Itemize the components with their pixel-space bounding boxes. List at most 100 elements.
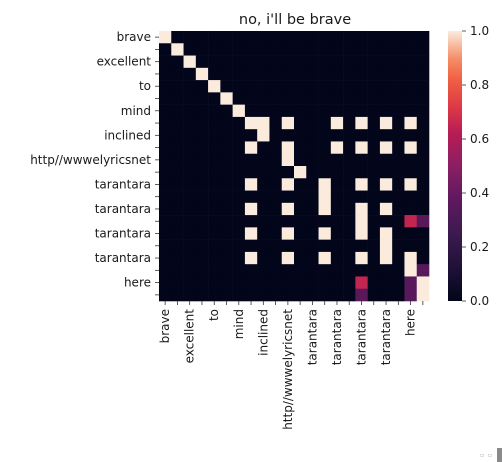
heatmap-cell (355, 190, 368, 204)
heatmap-cell (208, 215, 221, 228)
heatmap-cell (318, 129, 332, 142)
colorbar-tick-label: 1.0 (470, 24, 489, 38)
heatmap-cell (195, 31, 209, 44)
heatmap-cell (208, 190, 221, 204)
heatmap-cell (244, 227, 258, 240)
heatmap-cell (269, 67, 283, 81)
heatmap-cell (392, 264, 405, 277)
y-tick-label: http//wwwelyricsnet (30, 153, 151, 167)
heatmap-cell (281, 80, 295, 93)
y-tick-label: excellent (97, 55, 152, 69)
heatmap-cell (392, 141, 405, 155)
heatmap-cell (269, 276, 283, 290)
heatmap-cell (416, 92, 430, 105)
heatmap-cell (195, 141, 209, 155)
heatmap-cell (379, 43, 393, 56)
heatmap-cell (404, 80, 418, 93)
heatmap-cell (183, 202, 197, 216)
heatmap-cell (318, 80, 332, 93)
heatmap-cell (379, 67, 393, 81)
heatmap-cell (171, 276, 184, 290)
heatmap-cell (195, 92, 209, 105)
heatmap-cell (343, 190, 356, 204)
heatmap-cell (183, 251, 197, 265)
x-tick-label: tarantara (379, 309, 393, 365)
heatmap-cell (416, 215, 430, 228)
heatmap-cell (281, 166, 295, 179)
heatmap-cell (171, 116, 184, 130)
heatmap-cell (257, 239, 270, 253)
heatmap-cell (220, 116, 233, 130)
heatmap-cell (379, 276, 393, 290)
heatmap-cell (416, 43, 430, 56)
heatmap-cell (416, 202, 430, 216)
heatmap-cell (244, 116, 258, 130)
heatmap-cell (416, 141, 430, 155)
heatmap-cell (159, 153, 172, 167)
heatmap-cell (195, 129, 209, 142)
heatmap-cell (244, 251, 258, 265)
y-tick-label: brave (117, 30, 151, 44)
heatmap-cell (306, 251, 319, 265)
heatmap-cell (232, 178, 246, 191)
heatmap-cell (257, 166, 270, 179)
heatmap-cell (404, 55, 418, 69)
heatmap-cell (281, 276, 295, 290)
heatmap-cell (183, 239, 197, 253)
heatmap-cell (220, 264, 233, 277)
heatmap-cell (294, 80, 307, 93)
heatmap-cell (294, 202, 307, 216)
heatmap-cell (343, 55, 356, 69)
heatmap-cell (183, 178, 197, 191)
heatmap-cell (220, 92, 233, 105)
heatmap-cell (367, 264, 381, 277)
heatmap-cell (220, 129, 233, 142)
heatmap-cell (343, 80, 356, 93)
heatmap-cell (159, 129, 172, 142)
heatmap-cell (392, 202, 405, 216)
heatmap-cell (220, 227, 233, 240)
heatmap-cell (208, 80, 221, 93)
heatmap-cell (318, 178, 332, 191)
heatmap-cell (159, 31, 172, 44)
resize-handle[interactable] (497, 448, 502, 462)
heatmap-cell (220, 80, 233, 93)
heatmap-cell (404, 67, 418, 81)
heatmap-cell (244, 264, 258, 277)
heatmap-cell (318, 31, 332, 44)
heatmap-cell (416, 80, 430, 93)
heatmap-cell (404, 202, 418, 216)
heatmap-cell (171, 31, 184, 44)
heatmap-cell (281, 178, 295, 191)
heatmap-cell (367, 104, 381, 118)
heatmap-cell (330, 166, 344, 179)
heatmap-cell (294, 116, 307, 130)
heatmap-cell (416, 153, 430, 167)
heatmap-cell (159, 190, 172, 204)
heatmap-cell (183, 227, 197, 240)
heatmap-cell (379, 80, 393, 93)
heatmap-cell (208, 202, 221, 216)
heatmap-cell (379, 55, 393, 69)
heatmap-cell (232, 276, 246, 290)
heatmap-cell (306, 166, 319, 179)
heatmap-cell (306, 92, 319, 105)
heatmap-cell (343, 153, 356, 167)
heatmap-cell (330, 190, 344, 204)
heatmap-cell (232, 153, 246, 167)
y-tick-label: tarantara (95, 251, 151, 265)
heatmap-cell (257, 153, 270, 167)
heatmap-cell (294, 92, 307, 105)
heatmap-cell (367, 129, 381, 142)
heatmap-cell (379, 264, 393, 277)
heatmap-cell (379, 227, 393, 240)
heatmap-cell (343, 202, 356, 216)
heatmap-cell (392, 215, 405, 228)
heatmap-cell (306, 178, 319, 191)
heatmap-cell (244, 239, 258, 253)
heatmap-cell (257, 129, 270, 142)
heatmap-cell (404, 166, 418, 179)
heatmap-cell (318, 227, 332, 240)
y-tick-label: here (124, 276, 151, 290)
heatmap-cell (208, 153, 221, 167)
